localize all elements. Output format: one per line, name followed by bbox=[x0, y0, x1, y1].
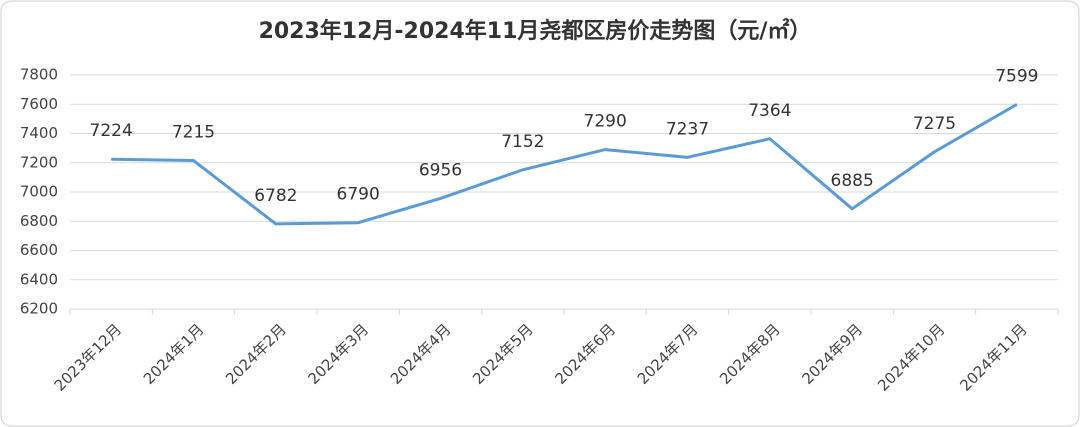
data-label: 7215 bbox=[172, 123, 215, 143]
data-label: 6956 bbox=[419, 160, 462, 180]
chart-title: 2023年12月-2024年11月尧都区房价走势图（元/㎡） bbox=[259, 18, 812, 44]
data-label: 6885 bbox=[831, 171, 874, 191]
y-tick-label: 6600 bbox=[20, 241, 58, 259]
data-label: 6790 bbox=[337, 185, 380, 205]
data-label: 7599 bbox=[995, 66, 1038, 86]
y-tick-label: 6200 bbox=[20, 300, 58, 318]
y-tick-label: 7200 bbox=[20, 153, 58, 171]
data-label: 7290 bbox=[584, 112, 627, 132]
data-label: 7237 bbox=[666, 119, 709, 139]
data-label: 7275 bbox=[913, 114, 956, 134]
data-label: 7224 bbox=[90, 121, 133, 141]
y-tick-label: 7400 bbox=[20, 124, 58, 142]
y-tick-label: 7000 bbox=[20, 183, 58, 201]
y-tick-label: 6800 bbox=[20, 212, 58, 230]
data-label: 7152 bbox=[501, 132, 544, 152]
line-series bbox=[111, 103, 1018, 226]
y-tick-label: 6400 bbox=[20, 270, 58, 288]
data-label: 7364 bbox=[748, 101, 791, 121]
y-tick-label: 7600 bbox=[20, 95, 58, 113]
data-label: 6782 bbox=[254, 186, 297, 206]
y-tick-label: 7800 bbox=[20, 66, 58, 84]
